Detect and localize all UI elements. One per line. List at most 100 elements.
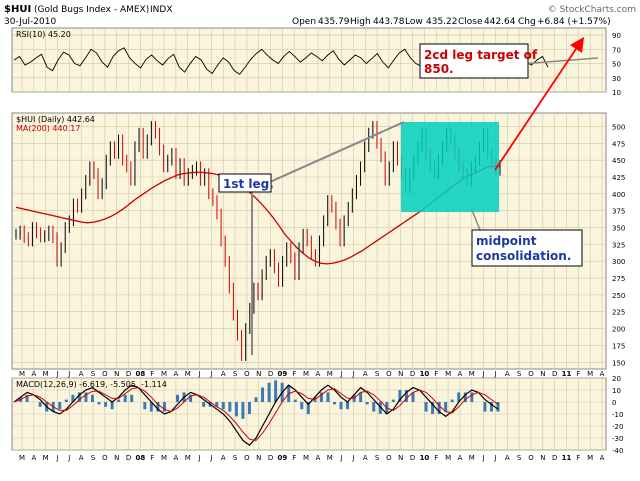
- price-x-tick: A: [31, 370, 36, 378]
- macd-x-tick: O: [102, 454, 108, 462]
- macd-x-tick: A: [31, 454, 36, 462]
- chart-date: 30-Jul-2010: [4, 17, 56, 27]
- macd-line: [13, 384, 499, 447]
- macd-x-tick: 10: [420, 454, 430, 462]
- open-value: 435.79: [318, 17, 350, 27]
- midpoint-text-line2: consolidation.: [476, 249, 571, 263]
- price-y-tick: 475: [612, 140, 625, 148]
- price-x-tick: A: [505, 370, 510, 378]
- price-x-tick: M: [185, 370, 191, 378]
- price-series: [15, 121, 501, 361]
- price-x-tick: O: [386, 370, 392, 378]
- macd-x-tick: N: [398, 454, 403, 462]
- price-x-tick: A: [221, 370, 226, 378]
- price-x-tick: M: [43, 370, 49, 378]
- macd-y-tick: 20: [612, 375, 621, 383]
- macd-y-tick: -30: [612, 435, 623, 443]
- chg-value: +6.84 (+1.57%): [537, 17, 611, 27]
- macd-x-tick: O: [244, 454, 250, 462]
- price-x-tick: A: [458, 370, 463, 378]
- price-x-tick: M: [327, 370, 333, 378]
- price-y-tick: 250: [612, 292, 625, 300]
- open-label: Open: [292, 17, 316, 27]
- midpoint-callout: midpoint consolidation.: [471, 229, 583, 267]
- close-label: Close: [458, 17, 483, 27]
- target-arrow: [494, 37, 585, 171]
- price-y-tick: 275: [612, 275, 625, 283]
- low-label: Low: [405, 17, 423, 27]
- midpoint-text-line1: midpoint: [476, 234, 537, 248]
- price-y-tick: 375: [612, 208, 625, 216]
- price-x-tick: D: [126, 370, 131, 378]
- macd-x-tick: M: [43, 454, 49, 462]
- macd-x-tick: N: [256, 454, 261, 462]
- macd-x-tick: M: [161, 454, 167, 462]
- price-x-tick: 08: [135, 370, 145, 378]
- macd-x-tick: D: [552, 454, 557, 462]
- price-y-tick: 425: [612, 174, 625, 182]
- price-x-tick: O: [528, 370, 534, 378]
- first-leg-text: 1st leg.: [223, 177, 274, 191]
- price-x-tick: A: [316, 370, 321, 378]
- macd-x-tick: M: [185, 454, 191, 462]
- macd-x-tick: A: [79, 454, 84, 462]
- high-label: High: [350, 17, 371, 27]
- macd-x-tick: M: [303, 454, 309, 462]
- macd-x-tick: M: [327, 454, 333, 462]
- axes: 1030507090150175200225250275300325350375…: [19, 32, 625, 462]
- macd-x-tick: D: [126, 454, 131, 462]
- macd-x-tick: N: [114, 454, 119, 462]
- second-leg-text-line2: 850.: [424, 62, 454, 76]
- macd-x-tick: F: [434, 454, 438, 462]
- macd-series: [13, 380, 500, 447]
- price-x-tick: M: [445, 370, 451, 378]
- price-y-tick: 500: [612, 123, 625, 131]
- price-x-tick: F: [292, 370, 296, 378]
- price-x-tick: F: [150, 370, 154, 378]
- price-x-tick: N: [540, 370, 545, 378]
- macd-signal-line: [13, 387, 499, 441]
- price-x-tick: J: [482, 370, 485, 378]
- macd-x-tick: F: [576, 454, 580, 462]
- symbol-title: $HUI: [4, 4, 31, 15]
- price-x-tick: F: [576, 370, 580, 378]
- high-value: 443.78: [373, 17, 405, 27]
- price-x-tick: A: [363, 370, 368, 378]
- macd-x-tick: O: [528, 454, 534, 462]
- price-x-tick: O: [102, 370, 108, 378]
- price-y-tick: 225: [612, 309, 625, 317]
- rsi-y-tick: 50: [612, 61, 621, 69]
- price-x-tick: A: [600, 370, 605, 378]
- price-x-tick: M: [161, 370, 167, 378]
- price-x-tick: N: [398, 370, 403, 378]
- macd-x-tick: M: [587, 454, 593, 462]
- macd-x-tick: M: [469, 454, 475, 462]
- rsi-y-tick: 30: [612, 75, 621, 83]
- midpoint-pointer-line: [471, 209, 481, 231]
- price-x-tick: J: [351, 370, 354, 378]
- macd-x-tick: J: [340, 454, 343, 462]
- macd-y-tick: 0: [612, 399, 616, 407]
- macd-x-tick: A: [458, 454, 463, 462]
- price-y-tick: 175: [612, 342, 625, 350]
- ma-legend: MA(200) 440.17: [16, 124, 80, 133]
- macd-x-tick: J: [55, 454, 58, 462]
- rsi-y-tick: 90: [612, 32, 621, 40]
- macd-x-tick: A: [363, 454, 368, 462]
- price-x-tick: J: [209, 370, 212, 378]
- macd-y-tick: 10: [612, 387, 621, 395]
- consolidation-box: [401, 122, 499, 212]
- price-x-tick: M: [303, 370, 309, 378]
- index-type: INDX: [150, 5, 172, 15]
- first-leg-line-1: [251, 121, 405, 191]
- price-x-tick: D: [268, 370, 273, 378]
- low-value: 435.22: [426, 17, 458, 27]
- price-x-tick: S: [375, 370, 380, 378]
- price-y-tick: 450: [612, 157, 625, 165]
- close-value: 442.64: [484, 17, 516, 27]
- price-x-tick: A: [79, 370, 84, 378]
- first-leg-callout: 1st leg.: [218, 173, 274, 193]
- price-x-tick: D: [410, 370, 415, 378]
- price-x-tick: M: [587, 370, 593, 378]
